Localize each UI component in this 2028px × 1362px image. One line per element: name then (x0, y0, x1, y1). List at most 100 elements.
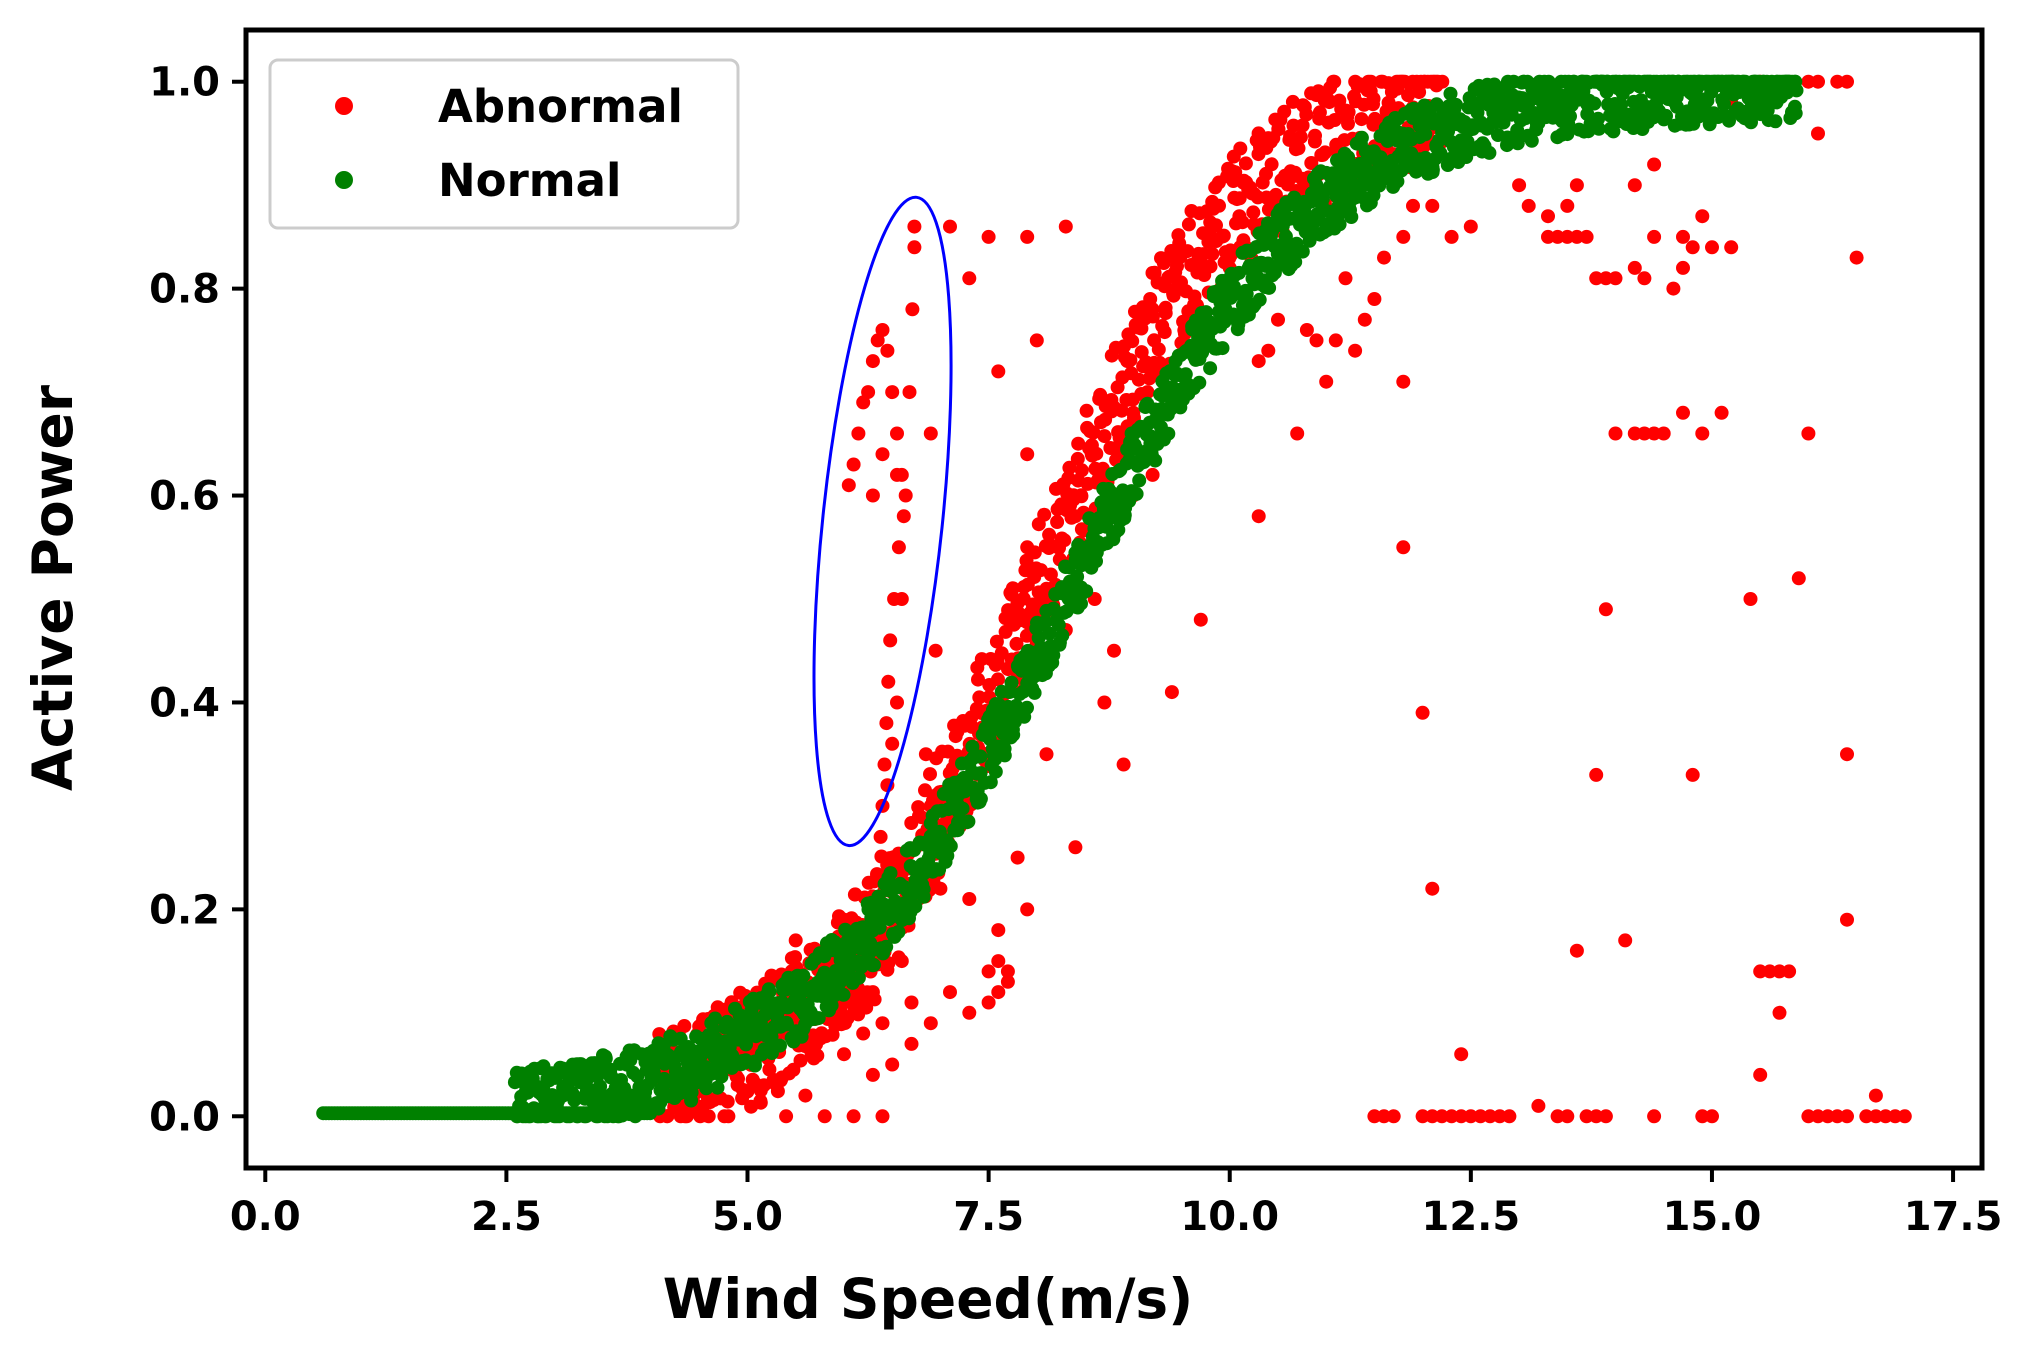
abnormal-point (907, 240, 922, 255)
abnormal-point (1444, 229, 1459, 244)
normal-point (1203, 361, 1218, 376)
abnormal-point (1454, 1047, 1469, 1062)
abnormal-point (885, 385, 900, 400)
abnormal-point (972, 690, 987, 705)
normal-point (566, 1088, 581, 1103)
abnormal-point (870, 333, 885, 348)
abnormal-point (1062, 460, 1077, 475)
abnormal-point (788, 950, 803, 965)
abnormal-point (1293, 130, 1308, 145)
legend-marker-normal (335, 171, 353, 189)
normal-point (796, 968, 811, 983)
abnormal-point (1541, 209, 1555, 224)
abnormal-point (1560, 1109, 1575, 1124)
abnormal-point (1079, 403, 1094, 418)
normal-point (1788, 106, 1803, 121)
normal-point (1344, 210, 1359, 224)
abnormal-point (907, 219, 922, 234)
abnormal-point (1074, 489, 1089, 504)
abnormal-point (1868, 1088, 1883, 1103)
abnormal-point (1830, 74, 1845, 89)
abnormal-point (1695, 209, 1710, 224)
normal-point (1262, 280, 1277, 295)
abnormal-point (798, 1088, 813, 1103)
abnormal-point (753, 1095, 768, 1110)
abnormal-point (701, 1109, 716, 1124)
abnormal-point (918, 747, 933, 762)
abnormal-point (1212, 198, 1226, 213)
abnormal-point (720, 1094, 735, 1109)
abnormal-point (918, 783, 932, 798)
abnormal-point (846, 1005, 861, 1020)
normal-point (1443, 86, 1458, 101)
abnormal-point (1010, 850, 1025, 865)
normal-point (1192, 375, 1207, 390)
abnormal-point (1579, 1109, 1594, 1124)
normal-point (1332, 217, 1347, 232)
abnormal-point (1714, 405, 1729, 420)
abnormal-point (881, 674, 896, 689)
normal-point (708, 1011, 723, 1026)
abnormal-point (1579, 229, 1594, 244)
normal-point (1390, 174, 1405, 189)
abnormal-point (1037, 507, 1052, 522)
abnormal-point (1140, 385, 1155, 400)
abnormal-point (1232, 209, 1247, 224)
abnormal-point (1811, 74, 1825, 89)
abnormal-point (1357, 312, 1372, 327)
normal-point (1027, 685, 1042, 700)
normal-point (851, 970, 866, 985)
abnormal-point (1569, 943, 1584, 958)
abnormal-point (1295, 118, 1310, 133)
abnormal-point (1367, 292, 1382, 306)
abnormal-point (1897, 1109, 1912, 1124)
abnormal-point (1020, 447, 1035, 462)
abnormal-point (902, 385, 917, 400)
abnormal-point (1396, 374, 1411, 389)
normal-point (1020, 700, 1034, 715)
normal-point (955, 801, 970, 816)
abnormal-point (875, 1109, 890, 1124)
abnormal-point (891, 540, 906, 555)
abnormal-point (1097, 695, 1112, 710)
legend-marker-abnormal (335, 97, 353, 115)
normal-point (1046, 648, 1061, 663)
normal-point (1315, 191, 1330, 206)
abnormal-point (1291, 141, 1306, 156)
abnormal-point (1685, 240, 1700, 255)
abnormal-point (1637, 426, 1652, 441)
abnormal-point (1859, 1109, 1874, 1124)
abnormal-point (1070, 451, 1085, 466)
x-tick-label: 2.5 (471, 1194, 542, 1240)
abnormal-point (1327, 74, 1342, 89)
normal-point (518, 1078, 533, 1093)
annotation-ellipse (812, 195, 953, 848)
abnormal-point (885, 1057, 900, 1072)
abnormal-point (1608, 426, 1623, 441)
abnormal-point (981, 995, 996, 1010)
abnormal-point (1086, 425, 1101, 440)
abnormal-point (1209, 218, 1223, 233)
normal-point (1510, 136, 1525, 151)
abnormal-point (991, 954, 1006, 969)
abnormal-point (1627, 178, 1642, 193)
abnormal-point (1299, 323, 1314, 337)
abnormal-point (1112, 430, 1127, 445)
abnormal-point (962, 1005, 977, 1020)
normal-point (1148, 453, 1163, 468)
normal-point (643, 1106, 658, 1121)
abnormal-point (1521, 198, 1536, 213)
x-tick-label: 17.5 (1904, 1194, 2003, 1240)
abnormal-point (1705, 240, 1719, 255)
y-tick-label: 1.0 (149, 60, 220, 106)
abnormal-point (1238, 156, 1253, 171)
abnormal-point (1020, 540, 1035, 555)
normal-point (1613, 97, 1628, 112)
abnormal-point (1627, 260, 1642, 275)
abnormal-point (883, 633, 898, 648)
abnormal-point (804, 1047, 819, 1062)
abnormal-point (1151, 342, 1166, 357)
abnormal-point (1541, 229, 1555, 244)
